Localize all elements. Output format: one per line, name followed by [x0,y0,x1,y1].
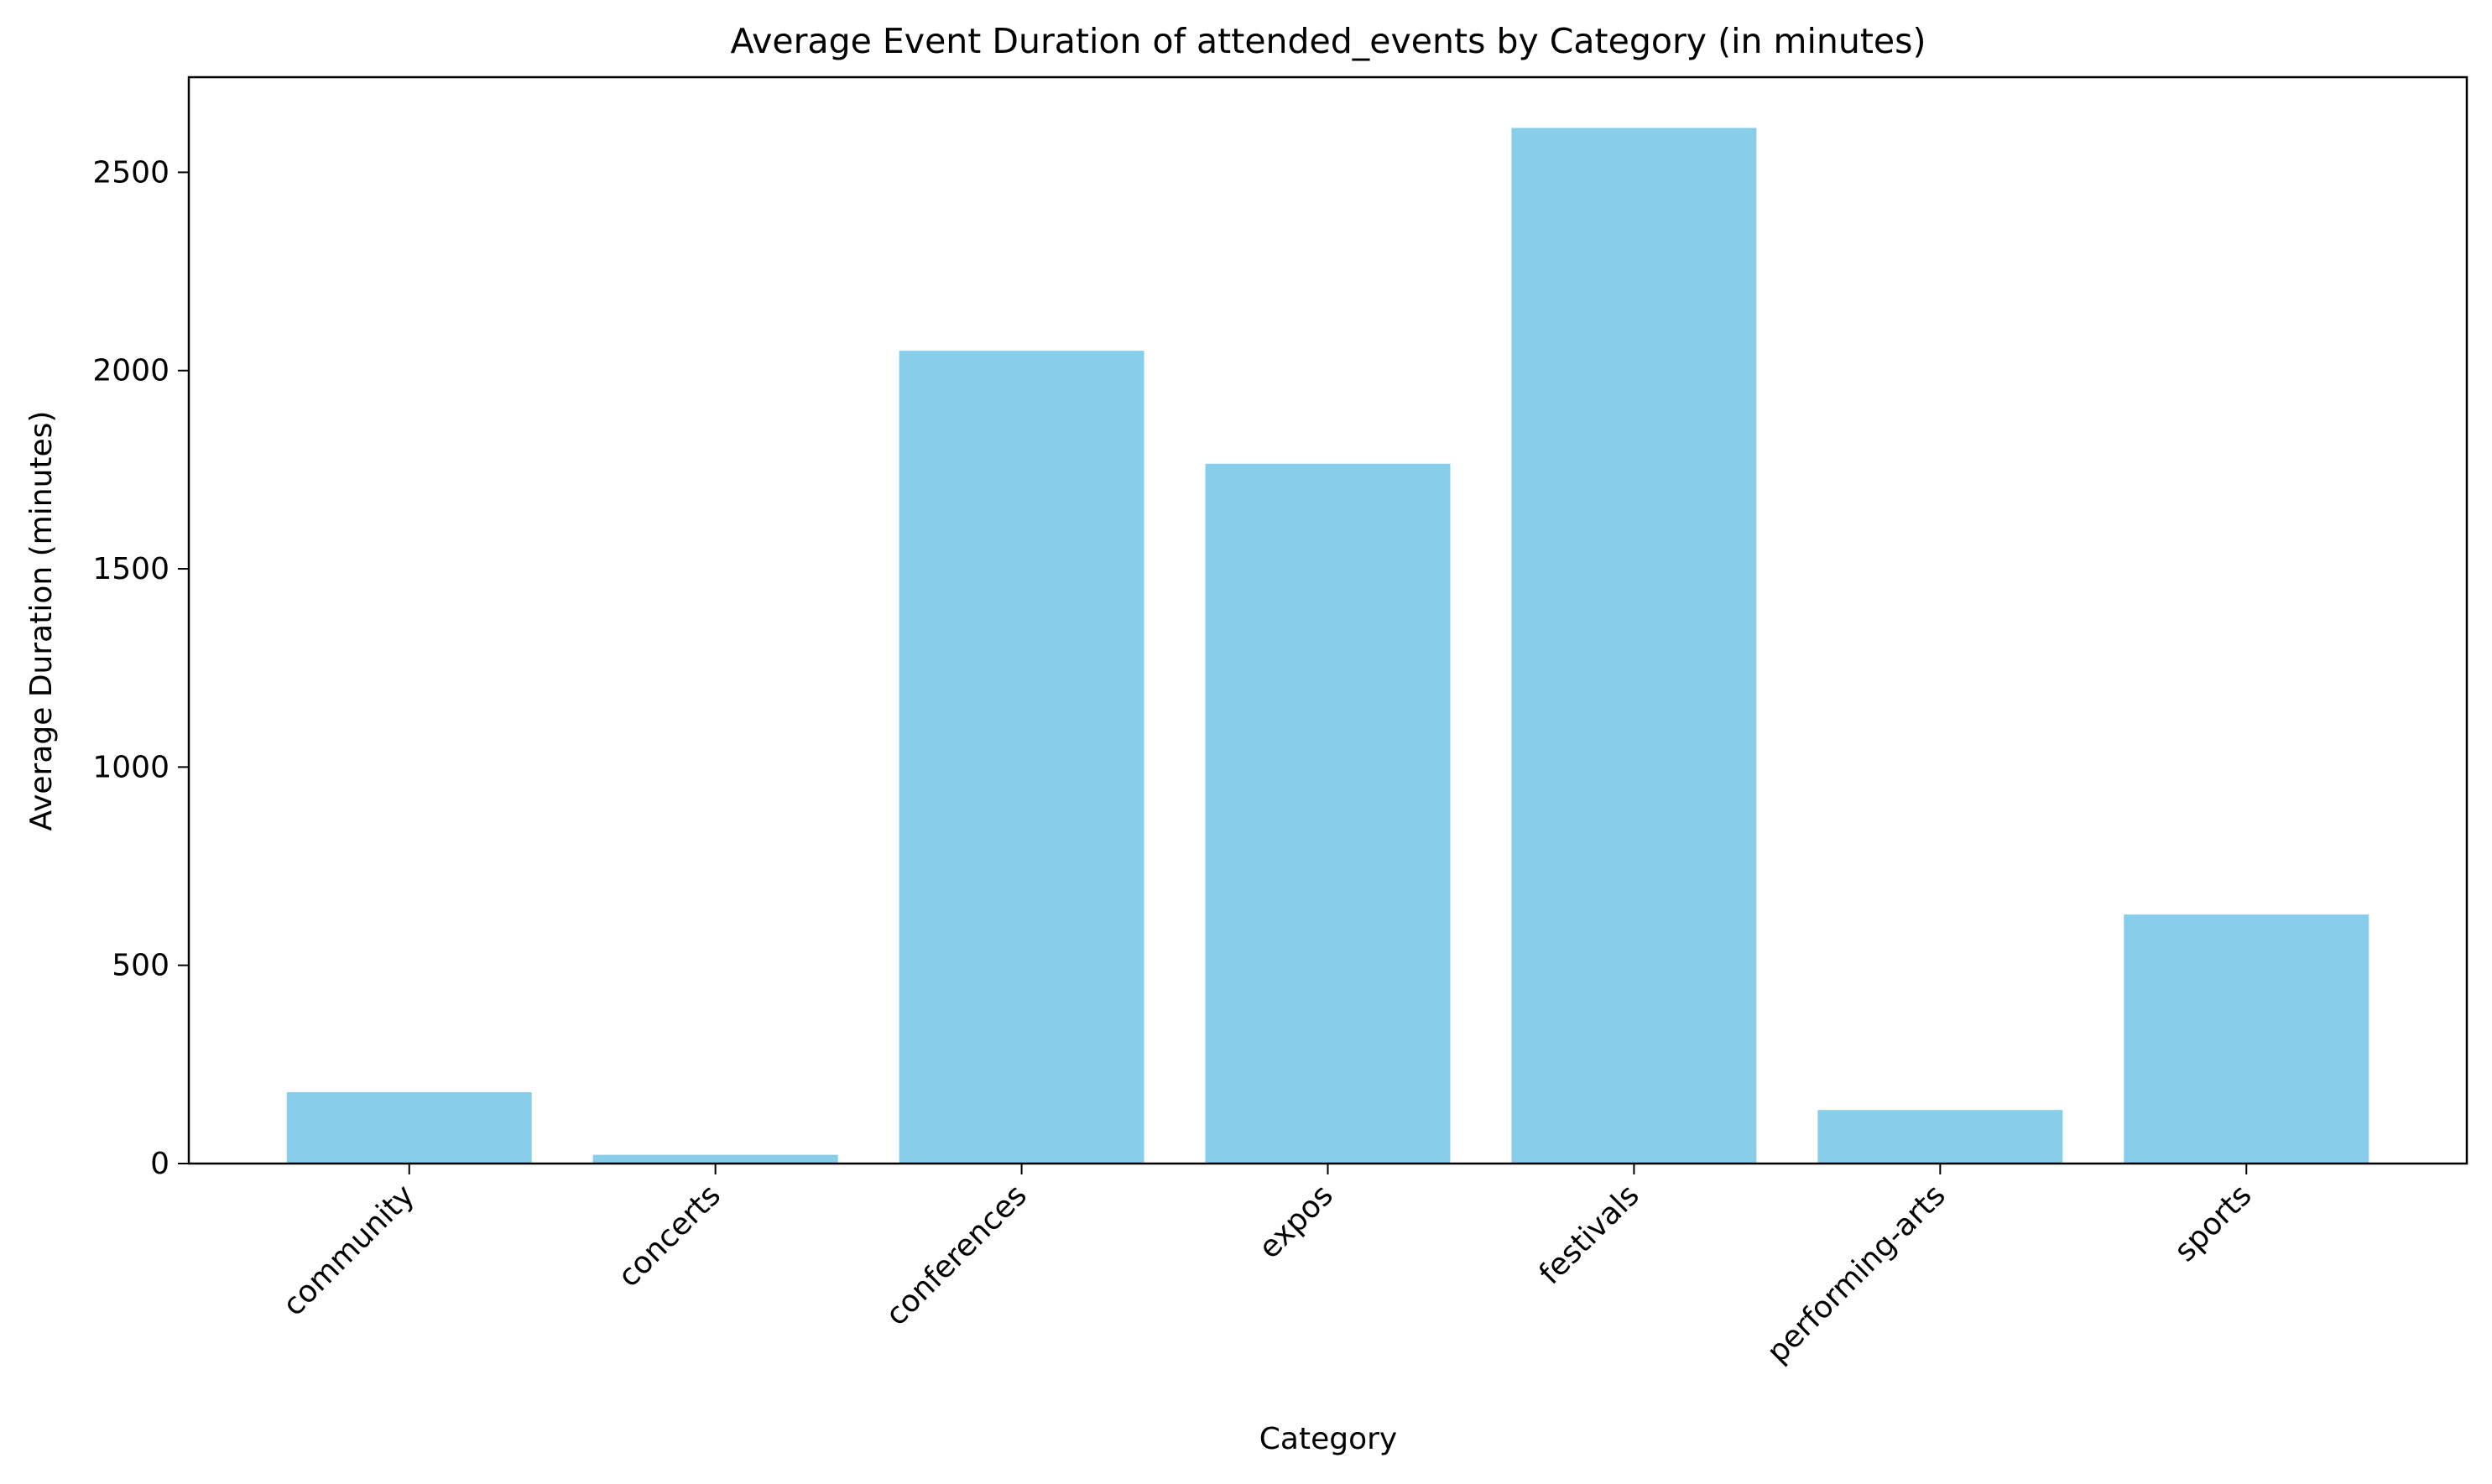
bar-expos [1205,463,1451,1164]
plot-frame [187,76,2469,1165]
chart-title: Average Event Duration of attended_event… [731,21,1926,61]
bars [286,128,2369,1164]
y-tick-label: 2500 [92,155,169,190]
bar-festivals [1511,128,1757,1164]
bar-performing-arts [1817,1110,2063,1164]
y-tick-label: 2000 [92,354,169,388]
bar-conferences [899,351,1144,1164]
bar-concerts [592,1154,838,1164]
y-tick-label: 1500 [92,552,169,586]
x-axis-label: Category [1259,1422,1397,1456]
y-axis-ticks: 0 500 1000 1500 2000 2500 [92,155,189,1181]
y-axis-label: Average Duration (minutes) [24,411,59,831]
y-tick-label: 500 [112,949,169,983]
y-tick-label: 0 [150,1147,169,1181]
bar-sports [2124,914,2369,1164]
y-tick-label: 1000 [92,750,169,784]
bar-community [286,1091,532,1164]
